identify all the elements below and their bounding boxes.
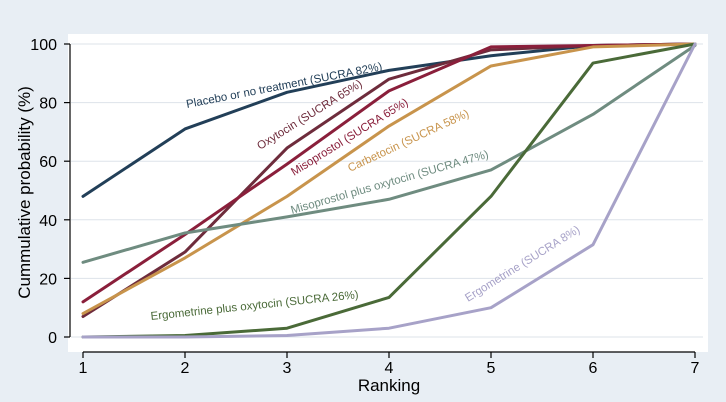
y-tick-label: 20 (39, 271, 57, 288)
x-tick-label: 1 (79, 360, 88, 377)
x-tick-label: 2 (181, 360, 190, 377)
x-tick-label: 6 (589, 360, 598, 377)
series-line-4 (81, 42, 697, 316)
x-tick-label: 3 (283, 360, 292, 377)
series-lines (81, 42, 697, 339)
y-tick-label: 0 (48, 330, 57, 347)
x-tick-label: 7 (691, 360, 700, 377)
y-tick-label: 100 (30, 37, 57, 54)
series-line-5 (81, 43, 697, 264)
x-tick-label: 4 (385, 360, 394, 377)
series-line-7 (81, 42, 697, 339)
x-tick-label: 5 (487, 360, 496, 377)
y-axis-title: Cummulative probability (%) (15, 86, 34, 299)
axes: 0 20 40 60 80 100 1 2 3 4 5 6 7 (30, 37, 699, 377)
y-tick-label: 80 (39, 96, 57, 113)
y-tick-label: 60 (39, 154, 57, 171)
grid (71, 43, 703, 338)
x-axis-title: Ranking (358, 376, 420, 395)
y-tick-label: 40 (39, 213, 57, 230)
plot-background (68, 34, 708, 352)
